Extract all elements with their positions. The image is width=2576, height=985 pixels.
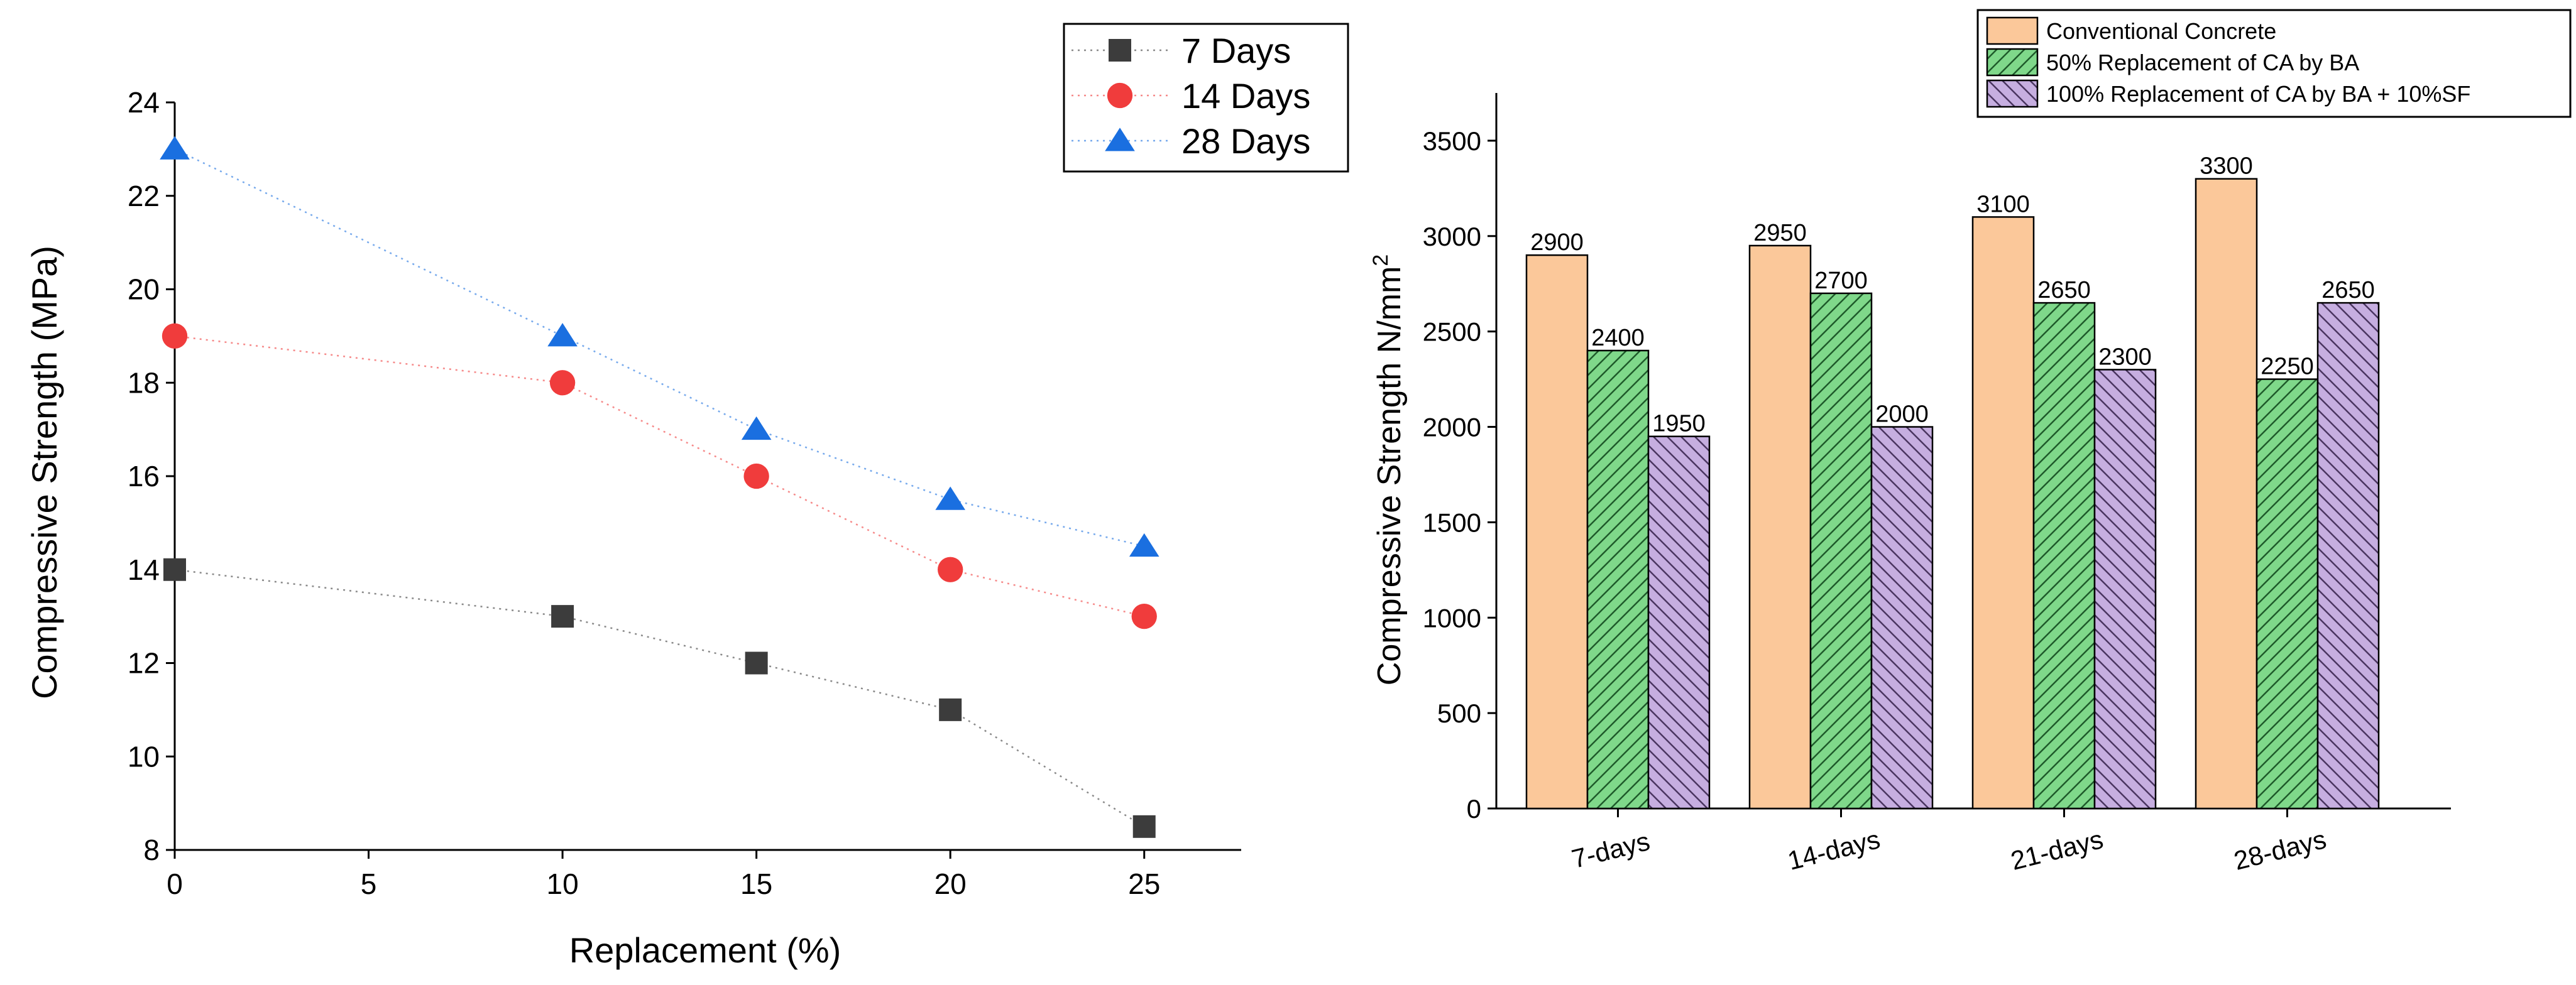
bar-chart: 0 500 1000 1500 2000 2500 3000 3500 2900 2400 195… — [1369, 9, 2572, 876]
line-chart-y-tick-label: 24 — [128, 86, 160, 119]
line-chart-y-tick-label: 14 — [128, 553, 160, 586]
line-chart-y-axis-label: Compressive Strength (MPa) — [25, 246, 64, 699]
bar-chart-y-tick-label: 3500 — [1423, 126, 1481, 156]
line-chart-x-ticks: 0 5 10 15 20 25 — [167, 850, 1160, 900]
bar-chart-y-tick-label: 1000 — [1423, 603, 1481, 633]
bar-series-3-bar — [2316, 302, 2380, 810]
bar-value-label: 2650 — [2037, 277, 2091, 303]
bar-chart-y-tick-label: 2000 — [1423, 413, 1481, 442]
line-chart-x-tick-label: 5 — [361, 868, 377, 900]
bar-chart-y-tick-label: 2500 — [1423, 317, 1481, 347]
line-series-1-point — [939, 698, 962, 721]
bar-series-3-bar — [1870, 426, 1934, 810]
bar-value-label: 2400 — [1591, 325, 1645, 351]
line-legend-label: 7 Days — [1181, 31, 1291, 70]
bar-chart-legend-box — [1976, 9, 2572, 118]
line-chart-x-tick-label: 15 — [740, 868, 772, 900]
bar-value-label: 3100 — [1976, 191, 2030, 217]
bar-chart-x-ticks: 7-days 14-days 21-days 28-days — [1569, 808, 2329, 876]
bar-chart-y-axis-label-main: Compressive Strength N/mm — [1371, 266, 1408, 686]
line-legend-label: 14 Days — [1181, 76, 1310, 116]
line-series-2-point — [1131, 603, 1157, 629]
line-series-3-line — [174, 148, 1145, 547]
bar-chart-bars: 2900 2400 1950 2950 2700 2000 3100 2650 2300 3300… — [1525, 153, 2380, 810]
bar-chart-x-tick-label: 28-days — [2231, 824, 2329, 876]
line-series-2-point — [743, 463, 769, 489]
bar-chart-x-tick-label: 14-days — [1785, 824, 1883, 876]
bar-chart-x-tick-label: 7-days — [1569, 826, 1653, 874]
line-series-3-point — [1129, 533, 1159, 557]
bar-value-label: 2000 — [1875, 401, 1929, 428]
bar-legend-label: Conventional Concrete — [2046, 18, 2276, 44]
line-series-1-point — [1132, 815, 1156, 838]
line-chart-axes — [173, 102, 1241, 851]
bar-value-label: 1950 — [1652, 411, 1706, 437]
line-series-1-point — [551, 605, 574, 628]
bar-legend-swatch — [1986, 16, 2039, 45]
line-series-3-point — [547, 323, 578, 347]
line-chart-legend: 7 Days 14 Days 28 Days — [1063, 23, 1349, 173]
bar-series-1-bar — [2195, 178, 2258, 810]
bar-series-3-bar — [2093, 369, 2157, 810]
line-chart-y-tick-label: 12 — [128, 647, 160, 680]
line-series-1-point — [745, 651, 768, 675]
bar-chart-x-tick-label: 21-days — [2008, 824, 2106, 876]
line-chart-x-tick-label: 0 — [167, 868, 183, 900]
bar-chart-y-axis-label-superscript: 2 — [1369, 254, 1393, 266]
bar-chart-y-tick-label: 0 — [1467, 794, 1481, 824]
bar-value-label: 2650 — [2321, 277, 2375, 303]
bar-series-2-bar — [2032, 302, 2096, 810]
bar-legend-swatch — [1986, 79, 2039, 108]
line-chart-x-tick-label: 10 — [547, 868, 579, 900]
line-series-3-point — [741, 416, 772, 440]
bar-series-3-bar — [1647, 435, 1711, 810]
line-chart-y-tick-label: 18 — [128, 366, 160, 399]
line-chart-y-tick-label: 16 — [128, 460, 160, 493]
line-series-2-point — [162, 323, 188, 349]
line-chart-y-tick-label: 10 — [128, 740, 160, 773]
bar-value-label: 2300 — [2098, 344, 2152, 370]
line-chart-y-ticks: 8 10 12 14 16 18 20 22 24 — [128, 86, 175, 866]
bar-series-2-bar — [2255, 378, 2319, 810]
line-series-2-point — [938, 557, 963, 582]
bar-value-label: 2950 — [1753, 220, 1807, 246]
line-series-2-point — [549, 370, 576, 396]
line-legend-marker — [1109, 39, 1131, 62]
bar-legend-label: 50% Replacement of CA by BA — [2046, 50, 2359, 75]
bar-legend-swatch — [1986, 48, 2039, 77]
line-chart-y-tick-label: 22 — [128, 180, 160, 212]
bar-chart-y-tick-label: 3000 — [1423, 222, 1481, 251]
bar-legend-label: 100% Replacement of CA by BA + 10%SF — [2046, 81, 2470, 107]
line-series-1-line — [174, 569, 1145, 827]
line-series-2-line — [174, 335, 1145, 618]
bar-value-label: 2900 — [1530, 229, 1584, 256]
bar-series-2-bar — [1809, 292, 1873, 810]
bar-chart-y-ticks: 0 500 1000 1500 2000 2500 3000 3500 — [1423, 126, 1496, 824]
bar-series-1-bar — [1971, 216, 2035, 810]
line-legend-marker — [1107, 82, 1133, 109]
line-chart: 8 10 12 14 16 18 20 22 24 0 5 10 15 20 25 Replacement… — [25, 23, 1349, 970]
line-legend-label: 28 Days — [1181, 121, 1310, 161]
bar-chart-y-axis-label: Compressive Strength N/mm2 — [1369, 254, 1408, 685]
line-legend-marker — [1105, 128, 1135, 151]
bar-chart-y-tick-label: 500 — [1437, 699, 1481, 728]
line-chart-y-tick-label: 8 — [143, 834, 160, 866]
line-chart-x-axis-label: Replacement (%) — [569, 930, 841, 970]
bar-series-2-bar — [1586, 349, 1650, 810]
bar-value-label: 3300 — [2200, 153, 2253, 180]
line-series-3-point — [935, 486, 965, 510]
bar-series-1-bar — [1748, 244, 1812, 810]
line-series-3-point — [160, 136, 190, 160]
bar-chart-y-tick-label: 1500 — [1423, 508, 1481, 537]
bar-chart-legend: Conventional Concrete 50% Replacement of … — [1976, 9, 2572, 118]
bar-series-1-bar — [1525, 254, 1589, 810]
bar-value-label: 2700 — [1814, 268, 1868, 294]
line-chart-x-tick-label: 20 — [934, 868, 967, 900]
line-chart-x-tick-label: 25 — [1128, 868, 1160, 900]
bar-value-label: 2250 — [2261, 354, 2314, 380]
line-chart-series — [160, 136, 1159, 838]
line-chart-y-tick-label: 20 — [128, 273, 160, 306]
line-series-1-point — [163, 558, 186, 581]
